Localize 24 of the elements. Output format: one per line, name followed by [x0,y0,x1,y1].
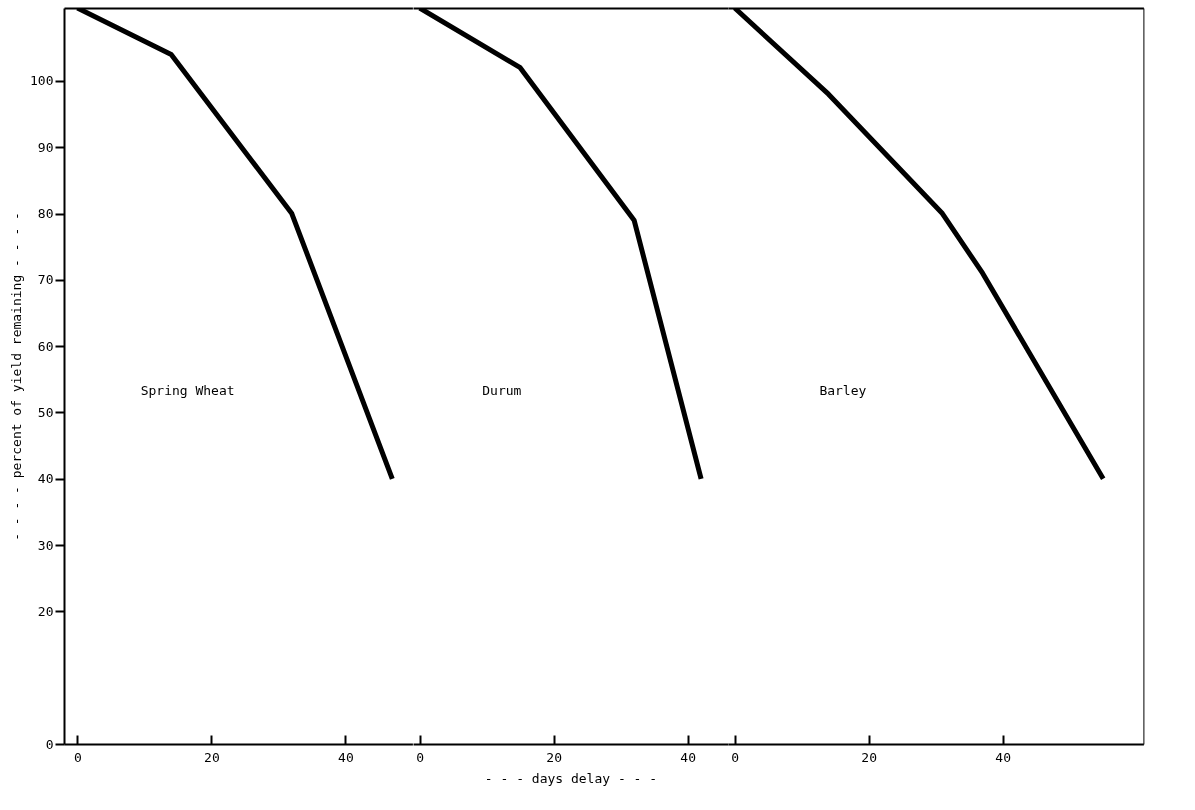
y-tick-label: 20 [37,603,54,619]
y-tick-label: 90 [37,139,54,155]
x-axis-title: - - - days delay - - - [484,770,658,786]
y-tick-label: 40 [37,471,54,487]
y-tick-label: 50 [37,404,54,420]
x-tick-label: 40 [995,749,1012,765]
y-tick-label: 0 [45,736,54,752]
y-tick-label: 60 [37,338,54,354]
text: Spring Wheat [140,382,235,398]
x-tick-label: 40 [680,749,697,765]
text: Barley [819,382,867,398]
text: Durum [482,382,522,398]
y-tick-label: 30 [37,537,54,553]
y-axis-title: - - - - percent of yield remaining - - - - [9,212,25,541]
y-tick-label: 70 [37,272,54,288]
x-tick-label: 20 [204,749,220,765]
x-tick-label: 0 [731,749,740,765]
x-tick-label: 0 [416,749,425,765]
x-tick-label: 20 [546,749,563,765]
x-tick-label: 40 [338,749,354,765]
x-tick-label: 20 [861,749,878,765]
y-tick-label: 80 [37,206,54,222]
y-tick-label: 100 [30,73,54,89]
x-tick-label: 0 [73,749,82,765]
